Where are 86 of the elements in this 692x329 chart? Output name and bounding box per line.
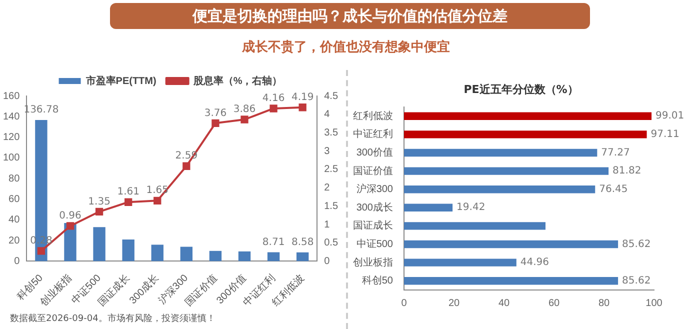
y-tick-label: 60 — [8, 194, 20, 206]
bar — [267, 252, 280, 262]
data-label: 1.35 — [88, 196, 110, 208]
data-label: 0.96 — [59, 210, 82, 222]
bar — [180, 246, 193, 262]
data-label: 76.45 — [599, 184, 628, 195]
legend-label: 市盈率PE(TTM) — [84, 74, 156, 87]
bar — [404, 148, 598, 157]
y-tick-label: 100 — [2, 152, 20, 164]
bar — [151, 244, 164, 262]
bar — [404, 167, 609, 175]
y-tick-label: 20 — [8, 235, 20, 246]
bar — [404, 186, 596, 194]
bar — [404, 222, 546, 230]
point — [124, 198, 132, 206]
text: 数据截至2026-09-04。市场有风险，投资须谨慎！ — [10, 312, 216, 325]
y2-tick-label: 0.5 — [324, 238, 338, 249]
chart-title: PE近五年分位数（%） — [462, 82, 580, 98]
y-tick-label: 300成长 — [356, 201, 393, 214]
bar — [296, 252, 309, 262]
x-tick-label: 80 — [598, 298, 610, 309]
y2-tick-label: 1.5 — [324, 200, 338, 212]
bar — [238, 251, 251, 262]
y2-tick-label: 3.5 — [324, 127, 338, 138]
data-label: 97.11 — [650, 129, 680, 140]
y-tick-label: 国证价值 — [353, 164, 393, 177]
x-tick-label: 0 — [401, 298, 408, 309]
text: 便宜是切换的理由吗？成长与价值的估值分位差 — [110, 3, 590, 29]
x-tick-label: 20 — [448, 298, 460, 309]
y2-tick-label: 2 — [324, 182, 330, 194]
y2-tick-label: 4.5 — [324, 90, 338, 102]
legend-label: 股息率（%，右轴） — [192, 74, 282, 87]
data-label: 3.86 — [233, 104, 256, 116]
bar — [122, 240, 134, 262]
y-tick-label: 300价值 — [356, 146, 393, 158]
data-label: 81.82 — [612, 166, 642, 177]
point — [298, 104, 306, 112]
point — [212, 119, 220, 127]
data-label: 19.42 — [456, 202, 486, 214]
bar — [404, 204, 453, 212]
x-tick-label: 60 — [548, 298, 560, 309]
data-label: 4.16 — [262, 93, 285, 104]
y-tick-label: 创业板指 — [353, 256, 393, 268]
y-tick-label: 40 — [8, 214, 20, 226]
point — [154, 196, 162, 204]
y-tick-label: 80 — [8, 173, 20, 184]
y2-tick-label: 4 — [324, 109, 330, 120]
bar — [209, 250, 222, 262]
data-label: 1.61 — [117, 186, 140, 198]
y-tick-label: 沪深300 — [356, 183, 394, 196]
bar — [404, 258, 516, 266]
y2-tick-label: 2.5 — [324, 164, 338, 176]
y-tick-label: 中证500 — [356, 238, 394, 250]
y2-tick-label: 3 — [324, 146, 330, 157]
bar — [93, 227, 106, 262]
y-tick-label: 国证成长 — [353, 220, 393, 232]
y2-tick-label: 1 — [324, 219, 330, 230]
point — [37, 247, 46, 255]
data-label: 85.62 — [622, 275, 651, 286]
x-tick-label: 40 — [498, 298, 510, 309]
y2-tick-label: 0 — [324, 256, 330, 267]
y-tick-label: 120 — [2, 132, 20, 144]
point — [95, 208, 104, 216]
data-label: 8.58 — [291, 236, 314, 248]
bar — [404, 277, 618, 285]
point — [270, 104, 278, 112]
data-label: 4.19 — [291, 92, 314, 103]
point — [66, 222, 74, 230]
y-tick-label: 红利低波 — [353, 110, 393, 122]
y-tick-label: 160 — [2, 90, 20, 102]
data-label: 44.96 — [520, 257, 550, 268]
data-label: 8.71 — [262, 236, 285, 248]
bar — [404, 130, 647, 138]
bar — [404, 240, 618, 248]
bar — [404, 112, 652, 120]
text: 成长不贵了，价值也没有想象中便宜 — [240, 38, 451, 56]
y-tick-label: 中证红利 — [353, 128, 393, 140]
data-label: 85.62 — [622, 238, 651, 250]
data-label: 99.01 — [656, 110, 684, 122]
data-label: 3.76 — [204, 108, 227, 119]
point — [182, 162, 190, 170]
data-label: 77.27 — [601, 147, 630, 158]
x-tick-label: 100 — [646, 298, 663, 309]
y-tick-label: 140 — [2, 111, 20, 122]
y-tick-label: 0 — [14, 256, 20, 267]
point — [240, 116, 248, 124]
